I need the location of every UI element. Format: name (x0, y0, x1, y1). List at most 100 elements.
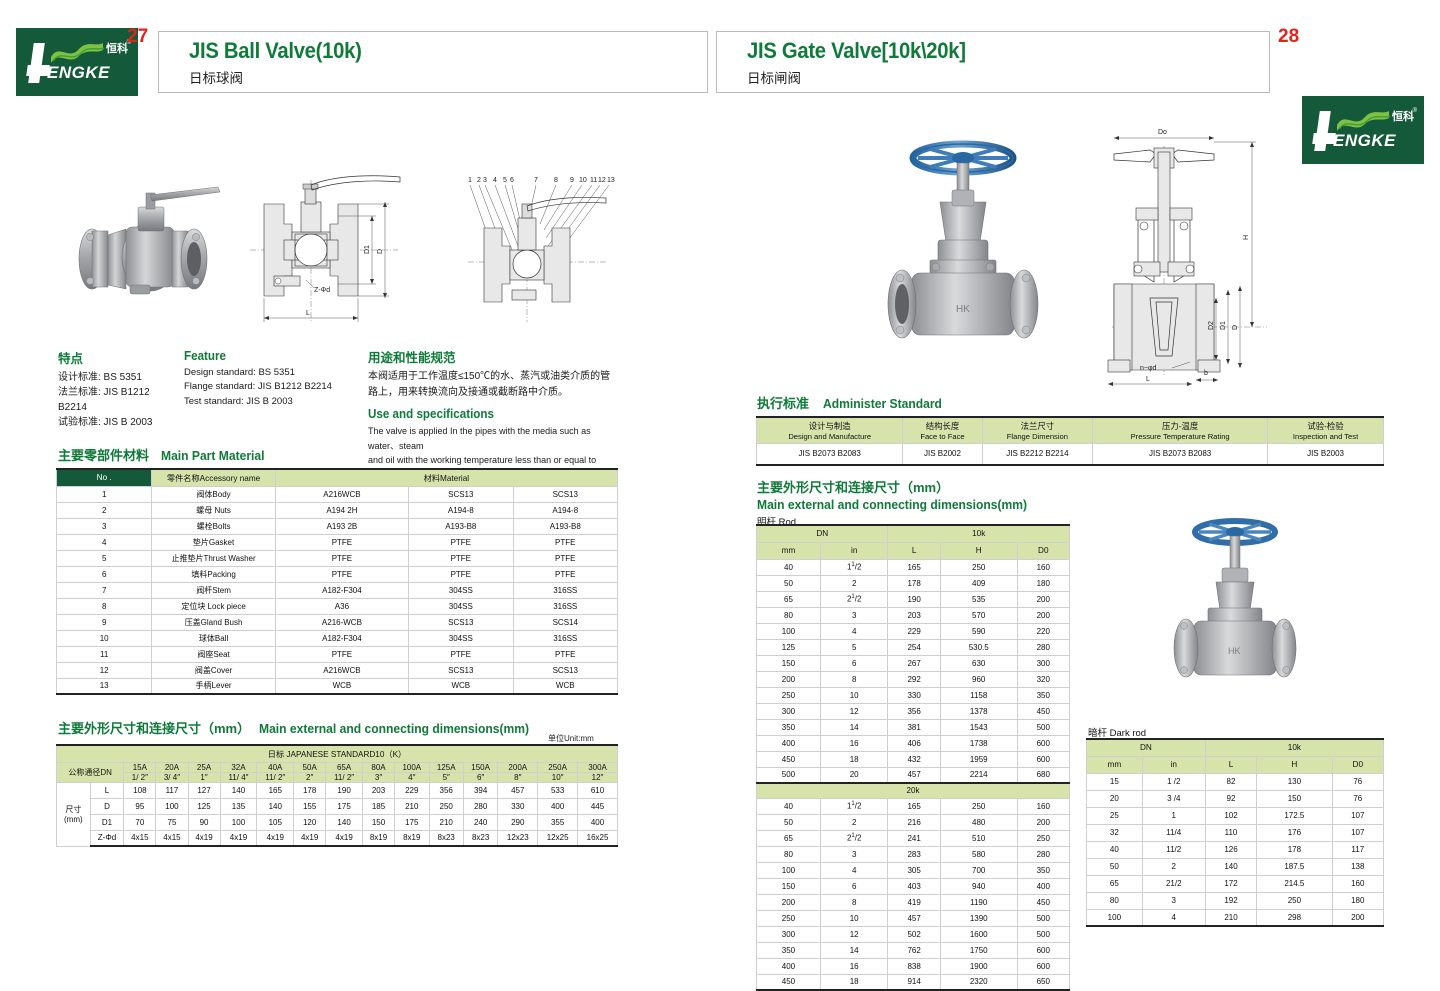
material-cell-no: 4 (55, 533, 153, 551)
svg-text:HK: HK (1228, 646, 1241, 656)
rod-col-mm: mm (756, 541, 821, 560)
material-cell-name: 阀杆Stem (151, 581, 276, 599)
dim-cell-2-0: 70 (123, 813, 157, 831)
dark-cell-H: 298 (1256, 908, 1333, 927)
dn-size-11: 200A (497, 761, 539, 773)
rod-cell-in: 3 (819, 606, 889, 624)
rod-cell-in: 16 (819, 734, 889, 752)
rod-cell-in: 10 (819, 909, 889, 927)
material-table-heading: 主要零部件材料 Main Part Material (58, 445, 273, 465)
dark-cell-H: 214.5 (1256, 874, 1333, 893)
col-no: No . (55, 468, 153, 487)
dim-D1-label-right: D1 (1220, 321, 1227, 330)
material-cell-name: 螺栓Bolts (151, 517, 276, 535)
gate-valve-photo-large: HK (868, 130, 1058, 370)
table-row: 11 阀座Seat PTFE PTFE PTFE (55, 645, 619, 663)
rod-cell-H: 250 (939, 558, 1018, 576)
rod-cell-H: 1900 (939, 957, 1018, 975)
material-cell-m2: PTFE (408, 533, 514, 551)
material-cell-m3: WCB (512, 677, 619, 695)
table-row: 25 1 102 172.5 107 (1086, 806, 1385, 825)
dark-cell-mm: 80 (1086, 891, 1143, 910)
rod-cell-in: 12 (819, 925, 889, 943)
rod-cell-H: 940 (939, 877, 1018, 895)
dim-cell-3-11: 12x23 (497, 829, 539, 847)
material-cell-name: 手柄Lever (151, 677, 276, 695)
admin-col-2: 法兰尺寸 Flange Dimension (981, 416, 1094, 444)
dark-cell-mm: 32 (1086, 823, 1143, 842)
admin-heading-en: Administer Standard (823, 396, 943, 411)
dim-cell-3-2: 4x19 (187, 829, 221, 847)
rod-cell-L: 762 (887, 941, 941, 959)
feature-block-en: Feature Design standard: BS 5351 Flange … (184, 347, 334, 409)
material-cell-m2: SCS13 (408, 661, 514, 679)
dn-inch-12: 10″ (537, 771, 579, 783)
rod-col-D0: D0 (1016, 541, 1071, 560)
rod-cell-H: 409 (939, 574, 1018, 592)
material-cell-m2: PTFE (408, 645, 514, 663)
dn-inch-7: 3″ (361, 771, 396, 783)
material-cell-m1: WCB (274, 677, 410, 695)
material-cell-m2: SCS13 (408, 613, 514, 631)
rod-cell-L: 457 (887, 766, 941, 784)
table-row: 6 填料Packing PTFE PTFE PTFE (55, 565, 619, 583)
page-title-left-en: JIS Ball Valve(10k) (189, 38, 362, 63)
dim-cell-2-3: 100 (219, 813, 258, 831)
usage-body-cn: 本阀适用于工作温度≤150℃的水、蒸汽或油类介质的管路上，用来转换流向及接通或截… (368, 371, 611, 398)
rod-group-10k: 10k (887, 524, 1070, 543)
table-row: 1 阀体Body A216WCB SCS13 SCS13 (55, 485, 619, 503)
rod-cell-H: 250 (939, 797, 1018, 815)
table-row: 7 阀杆Stem A182-F304 304SS 316SS (55, 581, 619, 599)
dn-size-1: 20A (155, 761, 189, 773)
rod-cell-D0: 250 (1016, 829, 1071, 847)
dark-col-mm: mm (1086, 755, 1143, 774)
dim-cell-0-3: 140 (219, 781, 258, 799)
dim-row-label-3: Z-Φd (89, 829, 125, 847)
dark-cell-D0: 180 (1331, 891, 1385, 910)
table-row: 15 1 /2 82 130 76 (1086, 772, 1385, 791)
dark-cell-D0: 76 (1331, 772, 1385, 791)
material-cell-m2: WCB (408, 677, 514, 695)
rod-cell-mm: 80 (756, 606, 821, 624)
material-cell-m3: SCS14 (512, 613, 619, 631)
dim-cell-2-12: 355 (537, 813, 579, 831)
dn-header-row: 公称通径DN 15A 20A 25A 32A 40A 50A 65A 80A 100A 125A 15… (55, 761, 618, 783)
rod-cell-H: 530.5 (939, 638, 1018, 656)
gate-dims-heading: 主要外形尺寸和连接尺寸（mm） Main external and connec… (757, 480, 1047, 514)
material-cell-no: 6 (55, 565, 153, 583)
material-cell-m3: A194-8 (512, 501, 619, 519)
logo-registered-icon-right: ® (1412, 108, 1417, 114)
table-row: 450 18 914 2320 650 (756, 973, 1071, 991)
rod-cell-L: 165 (887, 558, 941, 576)
dim-cell-1-4: 140 (256, 797, 295, 815)
rod-cell-D0: 320 (1016, 670, 1071, 688)
rod-cell-H: 1600 (939, 925, 1018, 943)
rod-cell-mm: 350 (756, 718, 821, 736)
dim-ZOd-label: Z-Φd (314, 287, 330, 294)
admin-value-1: JIS B2002 (902, 442, 983, 466)
table-row: 100 4 229 590 220 (756, 622, 1071, 640)
dim-cell-3-10: 8x23 (462, 829, 499, 847)
dim-Do-label: Do (1158, 129, 1167, 136)
rod-cell-in: 8 (819, 670, 889, 688)
logo-right: 恒科 ® ENGKE (1302, 96, 1424, 164)
rod-cell-L: 356 (887, 702, 941, 720)
dark-cell-mm: 50 (1086, 857, 1143, 876)
page-title-right-cn: 日标闸阀 (747, 71, 801, 86)
rod-cell-in: 21/2 (819, 829, 889, 847)
table-row: 150 6 403 940 400 (756, 877, 1071, 895)
dim-cell-0-0: 108 (123, 781, 157, 799)
dark-cell-L: 82 (1204, 772, 1258, 791)
table-row: 50 2 178 409 180 (756, 574, 1071, 592)
dark-group-10k: 10k (1204, 738, 1385, 757)
rod-cell-D0: 600 (1016, 957, 1071, 975)
dn-size-10: 150A (462, 761, 499, 773)
logo-chinese-name: 恒科 (106, 43, 128, 55)
dim-row-label-2: D1 (89, 813, 125, 831)
table-row: 250 10 457 1390 500 (756, 909, 1071, 927)
dark-cell-D0: 107 (1331, 823, 1385, 842)
dark-cell-H: 187.5 (1256, 857, 1333, 876)
feature-cn-line-1: 法兰标准: JIS B1212 B2214 (58, 387, 150, 413)
dim-cell-1-11: 330 (497, 797, 539, 815)
rod-cell-H: 1390 (939, 909, 1018, 927)
